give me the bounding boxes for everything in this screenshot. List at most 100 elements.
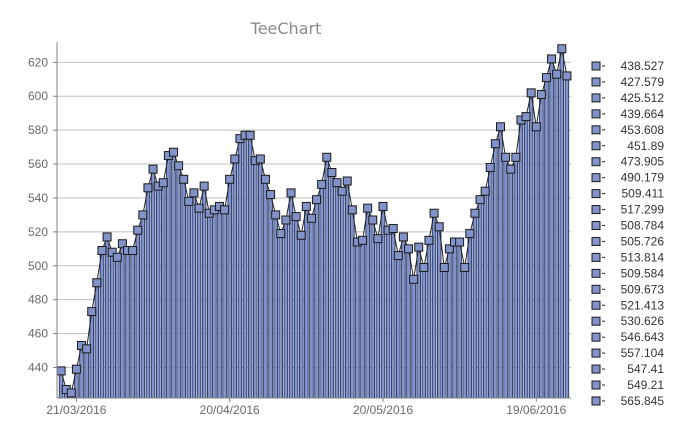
legend-marker [591, 109, 601, 119]
data-point-marker [485, 162, 495, 172]
bar [283, 219, 289, 399]
y-tick-label: 580 [28, 123, 48, 137]
bar [237, 138, 243, 399]
data-point-marker [189, 188, 199, 198]
data-point-marker [434, 222, 444, 232]
bar [411, 278, 416, 399]
bar [467, 233, 473, 399]
bar [268, 194, 273, 399]
chart-title: TeeChart [250, 19, 322, 38]
data-point-marker [332, 178, 342, 188]
legend-marker [591, 396, 601, 406]
bar [488, 167, 493, 399]
bar [472, 212, 478, 399]
legend-item-label: 451.89 [627, 139, 664, 153]
bar [508, 168, 513, 399]
legend-item-label: 513.814 [621, 250, 665, 264]
data-point-marker [378, 201, 388, 211]
legend-item-label: 427.579 [621, 75, 665, 89]
data-point-marker [409, 274, 419, 284]
bar [176, 165, 181, 399]
data-point-marker [138, 210, 148, 220]
x-tick-label: 20/05/2016 [353, 403, 413, 417]
legend-item-label: 425.512 [621, 91, 665, 105]
data-point-marker [107, 247, 117, 257]
data-point-marker [373, 234, 383, 244]
bar [339, 190, 345, 399]
data-point-marker [66, 388, 76, 398]
bar [109, 251, 115, 399]
y-tick-label: 620 [28, 55, 48, 69]
legend-item-label: 438.527 [621, 59, 665, 73]
data-point-marker [429, 208, 439, 218]
bar [130, 250, 135, 399]
data-point-marker [87, 307, 97, 317]
data-point-marker [56, 366, 66, 376]
legend-item-label: 473.905 [621, 155, 665, 169]
data-point-marker [327, 168, 337, 178]
bar [191, 192, 197, 399]
data-point-marker [128, 246, 138, 256]
legend-marker [591, 252, 601, 262]
bar [452, 241, 457, 399]
bar [94, 282, 100, 399]
data-point-marker [286, 188, 296, 198]
y-tick-label: 540 [28, 191, 48, 205]
bar [549, 58, 554, 399]
data-point-marker [296, 230, 306, 240]
bar [278, 233, 284, 399]
data-point-marker [306, 213, 316, 223]
data-point-marker [511, 152, 521, 162]
data-point-marker [168, 147, 178, 157]
data-point-marker [317, 179, 327, 189]
data-point-marker [230, 154, 240, 164]
data-point-marker [414, 242, 424, 252]
data-point-marker [424, 235, 434, 245]
data-point-marker [531, 122, 541, 132]
bar [534, 126, 539, 399]
bar [258, 158, 263, 399]
data-point-marker [501, 152, 511, 162]
bar [140, 214, 146, 399]
bar [314, 199, 319, 399]
x-tick-label: 20/04/2016 [200, 403, 260, 417]
data-point-marker [174, 161, 184, 171]
legend-marker [591, 189, 601, 199]
data-point-marker [465, 229, 475, 239]
data-point-marker [562, 71, 572, 81]
legend-item-label: 453.608 [621, 123, 665, 137]
data-point-marker [102, 232, 112, 242]
legend-marker [591, 77, 601, 87]
data-point-marker [347, 205, 357, 215]
bar [360, 239, 365, 399]
legend-marker [591, 125, 601, 135]
bar [482, 190, 488, 399]
y-tick-label: 480 [28, 293, 48, 307]
bar [293, 216, 299, 399]
bar [477, 199, 483, 399]
bar [155, 185, 161, 399]
bar [370, 219, 376, 399]
bar [396, 255, 401, 399]
data-point-marker [475, 195, 485, 205]
y-tick-label: 560 [28, 157, 48, 171]
legend-item-label: 547.41 [627, 362, 664, 376]
data-point-marker [276, 229, 286, 239]
data-point-marker [480, 186, 490, 196]
bar [528, 92, 534, 399]
bar [222, 209, 227, 399]
data-point-marker [470, 208, 480, 218]
legend-item-label: 565.845 [621, 394, 665, 408]
bar [104, 236, 110, 399]
legend-item-label: 521.413 [621, 298, 665, 312]
legend-item-label: 509.411 [622, 187, 665, 201]
legend-marker [591, 348, 601, 358]
data-point-marker [495, 122, 505, 132]
bar [115, 256, 120, 399]
bar [161, 182, 166, 399]
data-point-marker [342, 176, 352, 186]
data-point-marker [199, 181, 209, 191]
bar [273, 214, 278, 399]
bar [201, 185, 207, 399]
legend-item-label: 490.179 [621, 171, 665, 185]
